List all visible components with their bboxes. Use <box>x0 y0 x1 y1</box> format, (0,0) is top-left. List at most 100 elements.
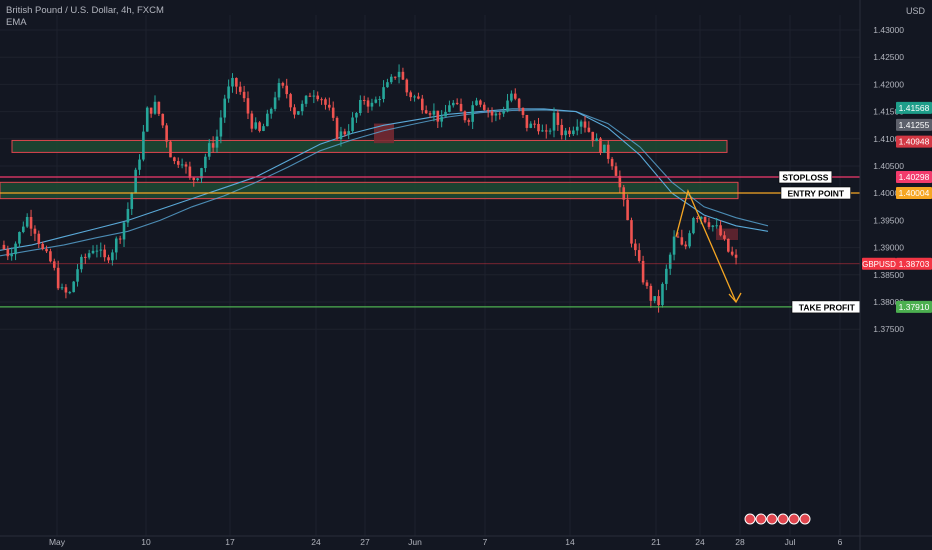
candle-body <box>14 244 17 255</box>
candle-body <box>53 261 56 267</box>
candle-body <box>192 178 195 180</box>
candle-body <box>673 237 676 255</box>
candle-body <box>270 109 273 114</box>
candle-body <box>196 178 199 180</box>
economic-event-icon[interactable] <box>745 514 755 524</box>
candle-body <box>10 254 13 256</box>
candle-body <box>704 217 707 222</box>
candle-body <box>723 235 726 239</box>
candle-body <box>7 249 10 256</box>
candle-body <box>681 237 684 244</box>
price-label: 1.40298 <box>899 172 930 182</box>
candle-body <box>92 251 95 253</box>
price-label: 1.41255 <box>899 120 930 130</box>
candle-body <box>456 103 459 104</box>
candle-body <box>467 120 470 122</box>
candle-body <box>204 157 207 168</box>
candle-body <box>80 257 83 269</box>
price-label: 1.40004 <box>899 188 930 198</box>
candle-body <box>316 96 319 100</box>
candle-body <box>712 226 715 227</box>
candle-body <box>154 102 157 114</box>
candle-body <box>390 77 393 82</box>
candle-body <box>522 108 525 115</box>
candle-body <box>464 111 467 120</box>
candle-body <box>344 131 347 134</box>
candle-body <box>227 86 230 98</box>
economic-event-icon[interactable] <box>778 514 788 524</box>
candle-body <box>111 252 114 260</box>
candle-body <box>57 268 60 288</box>
candle-body <box>371 103 374 107</box>
candle-body <box>208 143 211 157</box>
symbol-title[interactable]: British Pound / U.S. Dollar, 4h, FXCM <box>6 5 164 17</box>
candle-body <box>274 97 277 109</box>
indicator-label[interactable]: EMA <box>6 17 164 29</box>
candle-body <box>173 157 176 161</box>
candle-body <box>38 234 41 244</box>
candle-body <box>692 218 695 233</box>
time-tick-label: May <box>49 537 66 547</box>
candle-body <box>425 110 428 113</box>
candle-body <box>285 86 288 94</box>
candle-body <box>735 255 738 258</box>
candle-body <box>235 78 238 87</box>
candle-body <box>251 114 254 129</box>
candle-body <box>421 99 424 111</box>
candle-body <box>727 239 730 252</box>
candle-body <box>313 96 316 97</box>
candle-body <box>584 121 587 127</box>
level-label: TAKE PROFIT <box>799 302 856 312</box>
candle-body <box>646 282 649 286</box>
candle-body <box>355 113 358 117</box>
candle-body <box>537 124 540 131</box>
economic-event-icon[interactable] <box>800 514 810 524</box>
economic-event-icon[interactable] <box>789 514 799 524</box>
candle-body <box>216 137 219 148</box>
candle-body <box>289 94 292 107</box>
candle-body <box>351 118 354 132</box>
candle-body <box>161 114 164 126</box>
candle-body <box>638 250 641 261</box>
candle-body <box>731 252 734 255</box>
candle-body <box>266 114 269 126</box>
candle-body <box>181 164 184 165</box>
candle-body <box>630 220 633 243</box>
candle-body <box>220 118 223 137</box>
candle-body <box>324 99 327 105</box>
time-tick-label: 24 <box>695 537 705 547</box>
level-label: STOPLOSS <box>782 172 828 182</box>
candle-body <box>340 131 343 139</box>
candle-body <box>282 83 285 86</box>
price-axis[interactable]: 1.43000 1.42500 1.42000 1.41500 1.41000 1.405… <box>860 0 932 550</box>
candle-body <box>588 128 591 132</box>
candle-body <box>309 96 312 97</box>
candle-body <box>402 72 405 80</box>
economic-event-icon[interactable] <box>756 514 766 524</box>
time-tick-label: 27 <box>360 537 370 547</box>
candle-body <box>382 87 385 99</box>
candle-body <box>491 111 494 115</box>
candle-body <box>61 287 64 288</box>
candle-body <box>347 131 350 134</box>
candle-body <box>533 124 536 125</box>
candle-body <box>158 102 161 114</box>
candle-body <box>619 176 622 187</box>
candle-body <box>297 111 300 114</box>
candle-body <box>115 239 118 253</box>
currency-label: USD <box>906 6 925 16</box>
candle-body <box>591 132 594 141</box>
candle-body <box>336 118 339 139</box>
candle-body <box>506 101 509 112</box>
candle-body <box>386 82 389 87</box>
candle-body <box>708 222 711 227</box>
time-tick-label: Jul <box>785 537 796 547</box>
candle-body <box>76 269 79 281</box>
economic-event-icon[interactable] <box>767 514 777 524</box>
time-tick-label: 28 <box>735 537 745 547</box>
chart-header: British Pound / U.S. Dollar, 4h, FXCM EM… <box>6 5 164 29</box>
price-label: 1.38703 <box>899 259 930 269</box>
candle-body <box>487 110 490 111</box>
candle-body <box>661 284 664 305</box>
